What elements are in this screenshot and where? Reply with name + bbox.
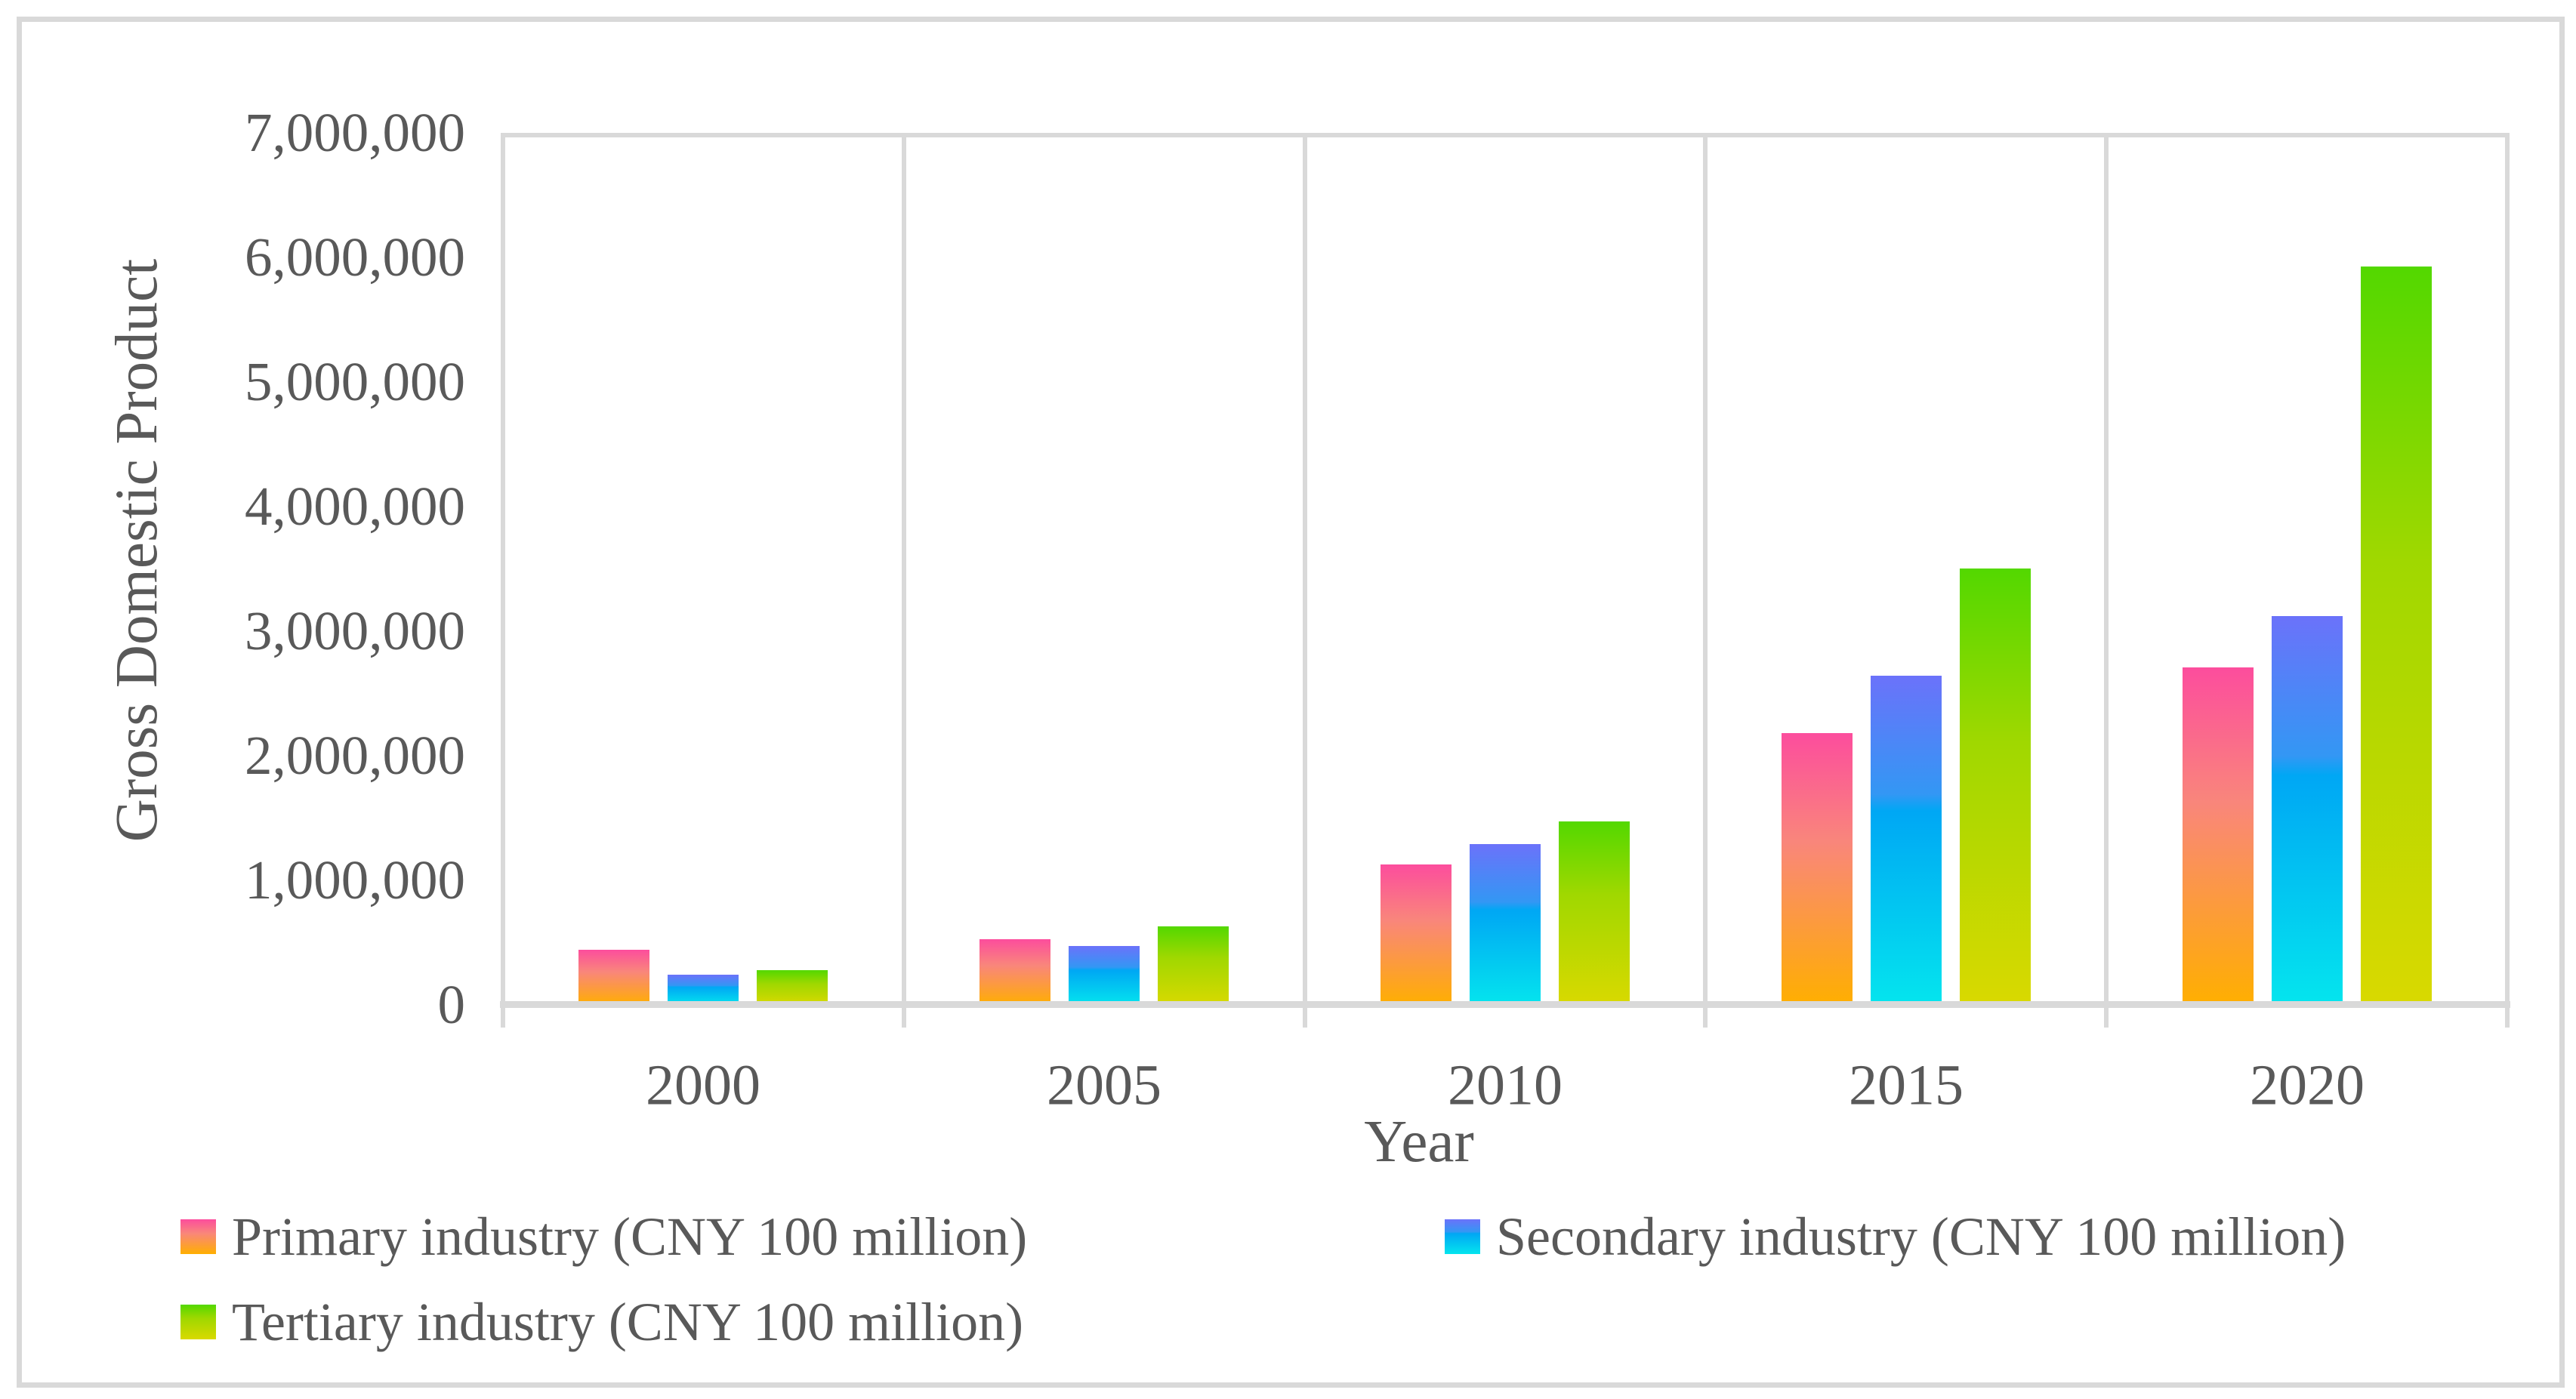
x-tick-label-2010: 2010 [1448, 1053, 1563, 1117]
x-axis-tick-mark [501, 1005, 505, 1028]
x-axis-tick-mark [1703, 1005, 1708, 1028]
bar-series1-2020 [2183, 667, 2254, 1005]
gridline-vertical [1703, 133, 1708, 1005]
y-tick-label-7000000: 7,000,000 [245, 102, 465, 163]
x-axis-tick-mark [2505, 1005, 2510, 1028]
gridline-vertical [2104, 133, 2109, 1005]
bar-series3-2005 [1158, 926, 1229, 1005]
x-tick-label-2015: 2015 [1849, 1053, 1964, 1117]
legend-item-secondary: Secondary industry (CNY 100 million) [1445, 1202, 2346, 1271]
x-tick-label-2000: 2000 [646, 1053, 760, 1117]
x-axis-tick-mark [2104, 1005, 2109, 1028]
bar-series3-2000 [757, 970, 828, 1005]
y-tick-label-5000000: 5,000,000 [245, 351, 465, 412]
legend-label-primary: Primary industry (CNY 100 million) [232, 1206, 1028, 1267]
legend-swatch-secondary-icon [1445, 1219, 1480, 1254]
y-tick-label-0: 0 [437, 974, 466, 1035]
bar-series1-2000 [578, 950, 649, 1005]
legend-item-primary: Primary industry (CNY 100 million) [180, 1202, 1027, 1271]
y-tick-label-1000000: 1,000,000 [245, 849, 465, 911]
legend-item-tertiary: Tertiary industry (CNY 100 million) [180, 1287, 1023, 1357]
bar-series2-2005 [1069, 946, 1140, 1005]
x-axis-tick-mark [1303, 1005, 1307, 1028]
bar-series1-2015 [1782, 733, 1853, 1005]
gridline-vertical [2505, 133, 2510, 1005]
y-tick-label-3000000: 3,000,000 [245, 600, 465, 661]
legend-swatch-primary-icon [180, 1219, 216, 1254]
figure-border: Gross Domestic Product Year 0 1,000,000 2,… [17, 17, 2565, 1388]
bar-series1-2005 [979, 939, 1050, 1005]
bar-series2-2015 [1871, 676, 1942, 1005]
plot-area [500, 133, 2510, 1028]
bar-series3-2015 [1960, 569, 2031, 1005]
gridline-vertical [1303, 133, 1307, 1005]
x-axis-tick-mark [902, 1005, 906, 1028]
gridline-vertical [902, 133, 906, 1005]
bar-series2-2000 [668, 975, 739, 1005]
legend-label-tertiary: Tertiary industry (CNY 100 million) [232, 1291, 1024, 1352]
legend-label-secondary: Secondary industry (CNY 100 million) [1496, 1206, 2346, 1267]
y-tick-label-6000000: 6,000,000 [245, 226, 465, 288]
y-axis-line [501, 133, 505, 1005]
x-axis-line [500, 1001, 2510, 1008]
bar-series1-2010 [1381, 864, 1452, 1005]
bar-series3-2020 [2361, 267, 2432, 1005]
x-axis-title: Year [1364, 1109, 1474, 1175]
x-tick-label-2005: 2005 [1047, 1053, 1162, 1117]
bar-series2-2010 [1470, 844, 1541, 1005]
bar-series3-2010 [1559, 821, 1630, 1005]
y-tick-label-4000000: 4,000,000 [245, 476, 465, 537]
x-tick-label-2020: 2020 [2250, 1053, 2365, 1117]
plot-top-border [503, 133, 2507, 137]
bar-series2-2020 [2272, 616, 2343, 1005]
y-tick-label-2000000: 2,000,000 [245, 725, 465, 786]
legend-swatch-tertiary-icon [180, 1305, 216, 1339]
